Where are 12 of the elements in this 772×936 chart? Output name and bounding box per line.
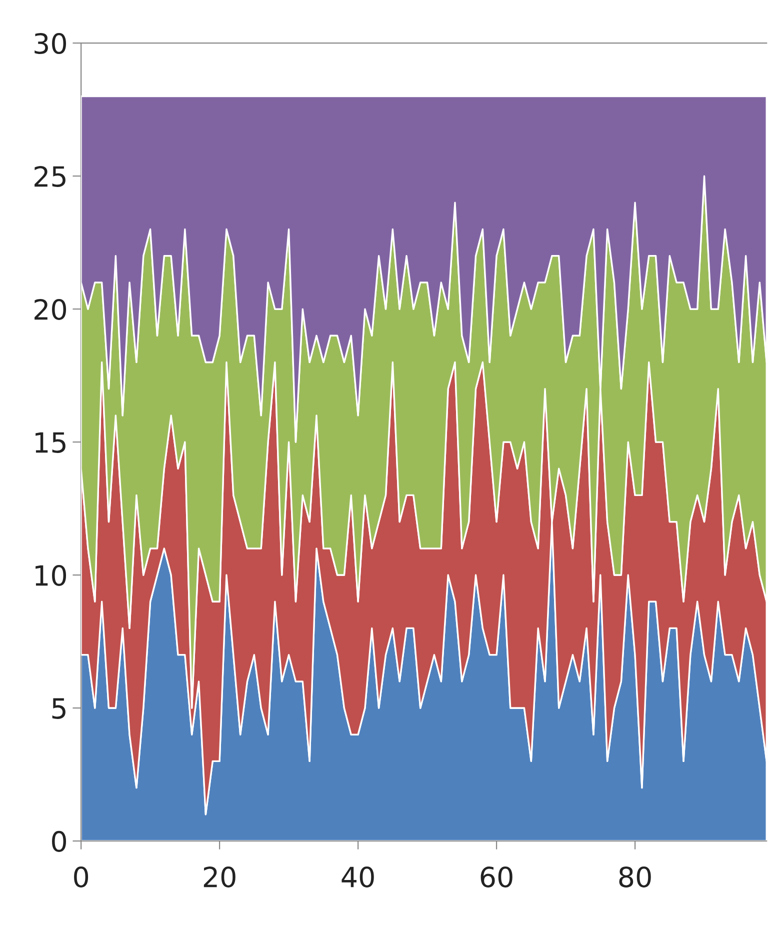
y-tick-label: 0 xyxy=(52,830,66,852)
x-tick-label: 20 xyxy=(204,866,236,888)
x-tick-label: 80 xyxy=(619,866,651,888)
x-tick-label: 40 xyxy=(342,866,374,888)
y-tick-label: 20 xyxy=(34,298,66,320)
x-tick-label: 60 xyxy=(480,866,512,888)
x-tick-label: 0 xyxy=(74,866,88,888)
y-tick-label: 25 xyxy=(34,166,66,187)
y-tick-label: 10 xyxy=(36,564,66,586)
y-tick-label: 30 xyxy=(34,32,66,54)
y-tick-label: 15 xyxy=(36,432,66,453)
y-tick-label: 5 xyxy=(52,698,66,719)
